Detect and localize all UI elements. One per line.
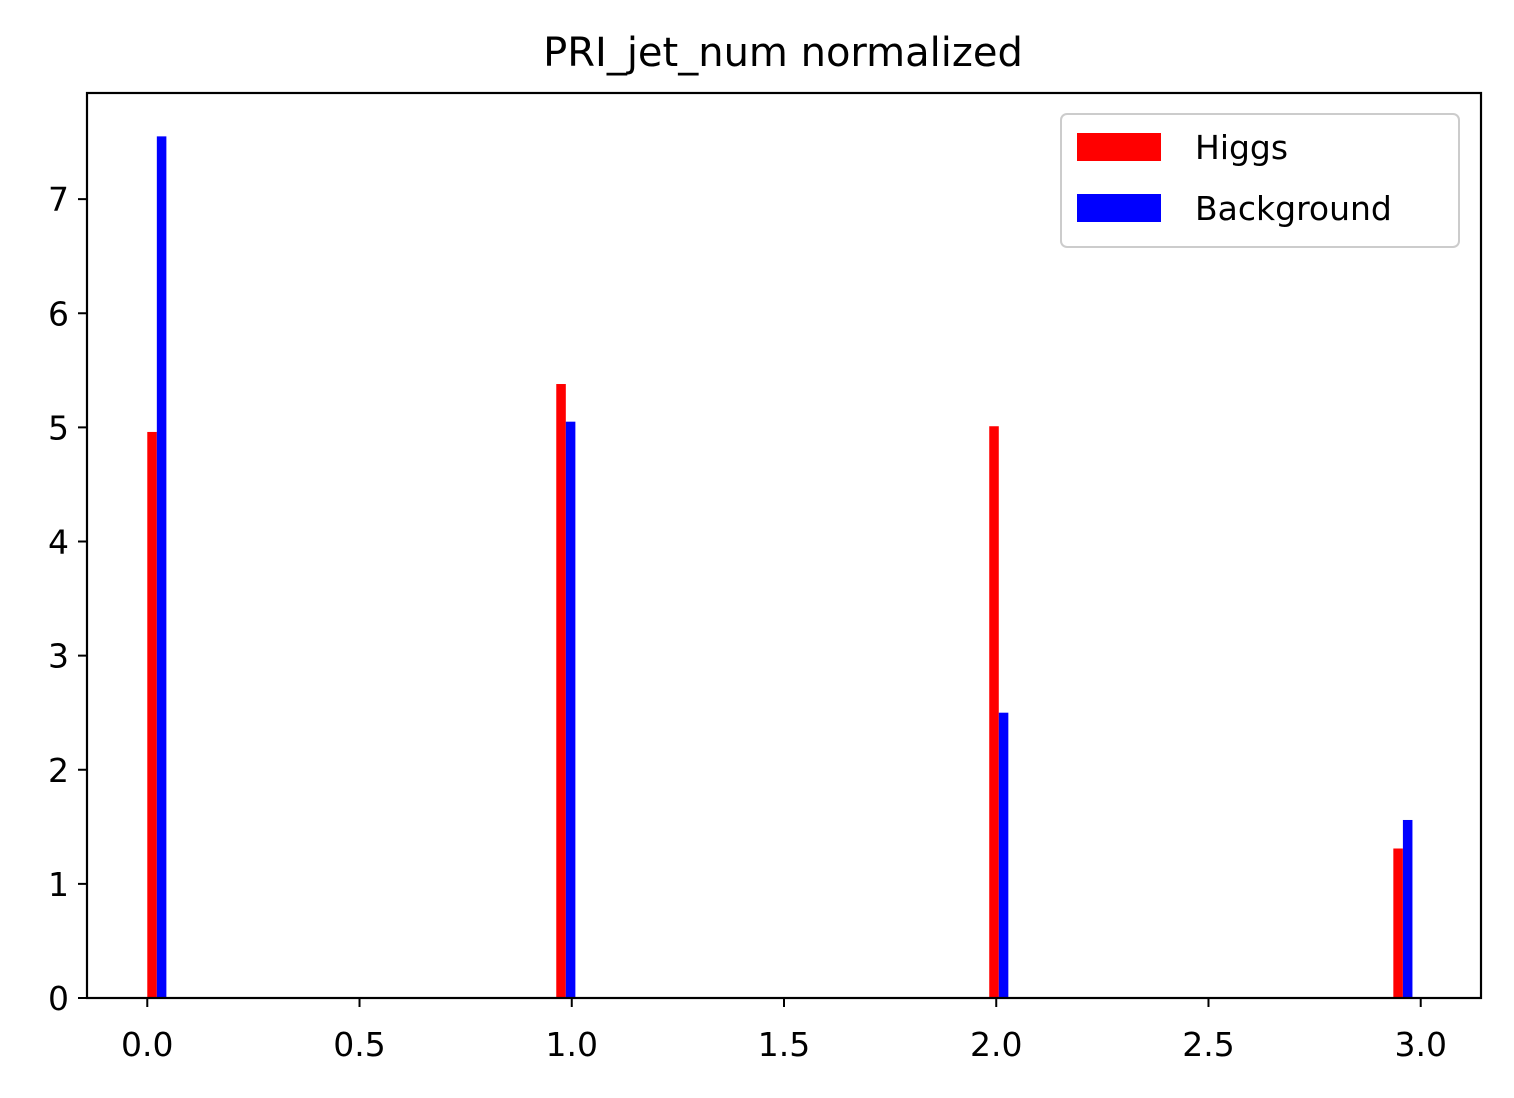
y-tick-label: 5 — [48, 408, 69, 447]
y-axis: 0 1 2 3 4 5 6 7 — [48, 180, 87, 1018]
legend-swatch-background — [1077, 194, 1161, 222]
bar-higgs-1 — [556, 384, 566, 998]
x-tick-label: 2.5 — [1182, 1025, 1234, 1064]
x-tick-label: 1.0 — [546, 1025, 598, 1064]
y-tick-label: 2 — [48, 751, 69, 790]
x-tick-label: 2.0 — [970, 1025, 1022, 1064]
plot-frame — [85, 91, 1483, 1000]
bar-higgs-2 — [989, 426, 999, 998]
x-tick-label: 1.5 — [758, 1025, 810, 1064]
bar-background-2 — [998, 712, 1009, 998]
y-tick-label: 4 — [48, 523, 69, 562]
x-axis: 0.0 0.5 1.0 1.5 2.0 2.5 3.0 — [121, 998, 1447, 1064]
bar-background-1 — [565, 421, 576, 998]
x-tick-label: 3.0 — [1394, 1025, 1446, 1064]
y-tick-label: 7 — [48, 180, 69, 219]
y-tick-label: 3 — [48, 637, 69, 676]
x-tick-label: 0.0 — [121, 1025, 173, 1064]
y-tick-label: 1 — [48, 865, 69, 904]
x-tick-label: 0.5 — [333, 1025, 385, 1064]
legend-label-background: Background — [1195, 189, 1392, 228]
legend: Higgs Background — [1060, 113, 1460, 248]
legend-label-higgs: Higgs — [1195, 128, 1288, 167]
bar-background-3 — [1402, 819, 1413, 998]
bar-background-0 — [156, 136, 167, 998]
y-tick-label: 6 — [48, 294, 69, 333]
bars-layer — [147, 136, 1413, 998]
legend-swatch-higgs — [1077, 133, 1161, 161]
chart-title: PRI_jet_num normalized — [543, 30, 1023, 76]
y-tick-label: 0 — [48, 979, 69, 1018]
bar-higgs-0 — [147, 431, 157, 998]
bar-higgs-3 — [1393, 848, 1403, 998]
